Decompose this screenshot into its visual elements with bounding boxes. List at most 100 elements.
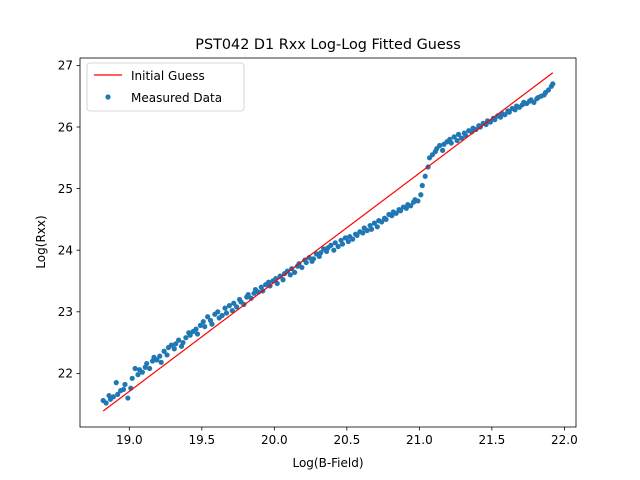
y-tick-label: 23 [58, 305, 73, 319]
data-point [144, 360, 150, 367]
data-point [419, 182, 425, 189]
data-point [132, 365, 138, 372]
data-point [113, 380, 119, 386]
y-axis-ticks: 22 23 24 25 26 27 [58, 59, 80, 381]
y-tick-label: 27 [58, 59, 73, 73]
data-point [550, 81, 556, 87]
data-point [154, 357, 160, 363]
data-point [187, 332, 193, 338]
data-point [168, 342, 174, 348]
data-point [335, 243, 341, 250]
y-tick-label: 25 [58, 182, 73, 196]
y-axis-label: Log(Rxx) [34, 215, 48, 268]
data-point [231, 300, 237, 306]
data-point [226, 303, 232, 309]
data-point [374, 224, 380, 230]
data-point [439, 147, 446, 154]
data-point [422, 173, 428, 179]
x-tick-label: 20.0 [261, 433, 288, 447]
x-tick-label: 19.0 [116, 433, 143, 447]
plot-area [100, 72, 556, 412]
data-point [339, 241, 346, 247]
chart-title: PST042 D1 Rxx Log-Log Fitted Guess [195, 37, 460, 53]
data-point [454, 137, 460, 144]
data-point [448, 140, 454, 146]
data-point [147, 365, 153, 372]
data-point [364, 227, 370, 234]
data-point [219, 312, 225, 319]
data-point [158, 359, 164, 365]
data-point [205, 314, 211, 320]
x-tick-label: 19.5 [188, 433, 215, 447]
data-point [193, 326, 199, 332]
data-point [408, 203, 414, 209]
data-point [202, 323, 208, 330]
data-point [157, 353, 163, 359]
data-point [120, 386, 127, 393]
data-point [280, 277, 286, 283]
data-point [328, 242, 334, 248]
data-layer [100, 72, 556, 412]
data-point [455, 131, 462, 137]
data-point [342, 235, 349, 241]
legend-marker-swatch-dot [105, 94, 111, 100]
data-point [200, 319, 206, 325]
data-point [545, 87, 552, 93]
data-point [223, 310, 230, 316]
data-point [287, 272, 293, 278]
x-axis-ticks: 19.0 19.5 20.0 20.5 21.0 21.5 22.0 [116, 427, 578, 447]
x-tick-label: 21.0 [406, 433, 433, 447]
data-point [383, 216, 389, 222]
data-point [194, 331, 201, 337]
data-point [229, 307, 235, 314]
data-point [122, 381, 128, 388]
data-point [292, 269, 298, 275]
data-point [222, 305, 228, 311]
data-point [310, 256, 317, 262]
axes-frame [79, 57, 577, 428]
data-point [368, 226, 375, 232]
data-point [531, 99, 537, 105]
data-point [173, 341, 179, 347]
data-point [209, 321, 215, 327]
data-point [110, 394, 116, 400]
data-point [248, 295, 254, 301]
x-tick-label: 22.0 [551, 433, 578, 447]
data-point [161, 348, 167, 354]
data-point [345, 238, 351, 245]
data-point [415, 198, 421, 204]
data-point [371, 220, 378, 226]
data-point [139, 369, 145, 375]
legend-box [86, 62, 245, 112]
x-axis-label: Log(B-Field) [292, 456, 363, 470]
data-point [418, 192, 424, 198]
legend-label-initial-guess: Initial Guess [131, 69, 205, 83]
legend-marker-swatch [105, 94, 111, 100]
data-point [284, 268, 290, 274]
data-point [245, 291, 251, 298]
data-point [451, 134, 457, 140]
data-point [332, 240, 338, 246]
data-point [379, 219, 385, 225]
data-point [135, 372, 141, 378]
data-point [197, 322, 203, 328]
fit-line [102, 72, 554, 412]
y-tick-label: 24 [58, 244, 73, 258]
data-point [115, 391, 121, 397]
data-point [234, 304, 240, 310]
legend: Initial Guess Measured Data [86, 62, 245, 112]
data-point [506, 109, 512, 115]
data-point [303, 259, 309, 266]
data-point [103, 400, 109, 406]
data-point [331, 247, 337, 253]
legend-label-measured-data: Measured Data [131, 91, 222, 105]
y-tick-label: 26 [58, 120, 73, 134]
data-point [176, 337, 182, 343]
data-point [318, 250, 324, 256]
data-point [129, 375, 135, 381]
data-point [180, 340, 186, 346]
data-point [350, 236, 356, 242]
data-point [437, 142, 443, 149]
data-point [393, 210, 399, 216]
data-point [397, 208, 404, 214]
